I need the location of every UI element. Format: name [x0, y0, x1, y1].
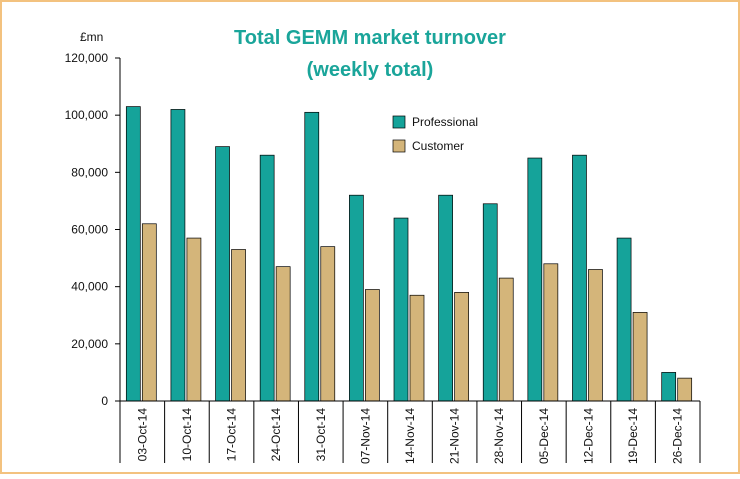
bar [393, 217, 409, 402]
bar [454, 292, 469, 402]
bar [365, 289, 380, 402]
legend-label: Customer [412, 139, 464, 153]
x-tick-label: 05-Dec-14 [537, 408, 551, 464]
bar [527, 157, 543, 402]
bar [661, 372, 677, 402]
y-axis-label: £mn [80, 30, 103, 44]
chart-title: (weekly total) [307, 59, 434, 81]
y-tick-label: 0 [101, 394, 108, 408]
x-tick-label: 24-Oct-14 [269, 408, 283, 462]
y-tick-label: 80,000 [71, 165, 108, 179]
bar [304, 111, 320, 402]
x-tick-label: 28-Nov-14 [492, 408, 506, 464]
bar [616, 237, 632, 402]
y-tick-label: 60,000 [71, 223, 108, 237]
x-tick-label: 21-Nov-14 [448, 408, 462, 464]
legend-swatch [392, 115, 406, 129]
x-tick-label: 31-Oct-14 [314, 408, 328, 462]
y-tick-label: 100,000 [65, 108, 109, 122]
bar [588, 269, 603, 402]
bar [438, 194, 453, 402]
bar [259, 154, 275, 402]
bar [231, 249, 246, 402]
x-tick-label: 19-Dec-14 [626, 408, 640, 464]
chart-title: Total GEMM market turnover [234, 27, 506, 49]
bar [482, 203, 498, 402]
y-tick-label: 20,000 [71, 337, 108, 351]
x-tick-label: 26-Dec-14 [671, 408, 685, 464]
x-tick-label: 17-Oct-14 [225, 408, 239, 462]
bar [186, 237, 202, 402]
bar [349, 194, 364, 402]
bar [543, 263, 559, 402]
y-tick-label: 120,000 [65, 51, 109, 65]
bar [498, 277, 514, 402]
bar [215, 146, 230, 402]
bar [632, 312, 648, 402]
bar [677, 377, 693, 402]
x-tick-label: 12-Dec-14 [581, 408, 595, 464]
bar [409, 294, 425, 402]
bar [170, 109, 186, 402]
legend-label: Professional [412, 115, 478, 129]
bar [125, 106, 141, 402]
bar [275, 266, 291, 402]
bar [320, 246, 336, 402]
x-tick-label: 14-Nov-14 [403, 408, 417, 464]
x-tick-label: 07-Nov-14 [358, 408, 372, 464]
x-tick-label: 10-Oct-14 [180, 408, 194, 462]
legend-swatch [392, 139, 406, 153]
x-tick-label: 03-Oct-14 [135, 408, 149, 462]
bar [572, 154, 587, 402]
y-tick-label: 40,000 [71, 280, 108, 294]
bar [141, 223, 157, 402]
